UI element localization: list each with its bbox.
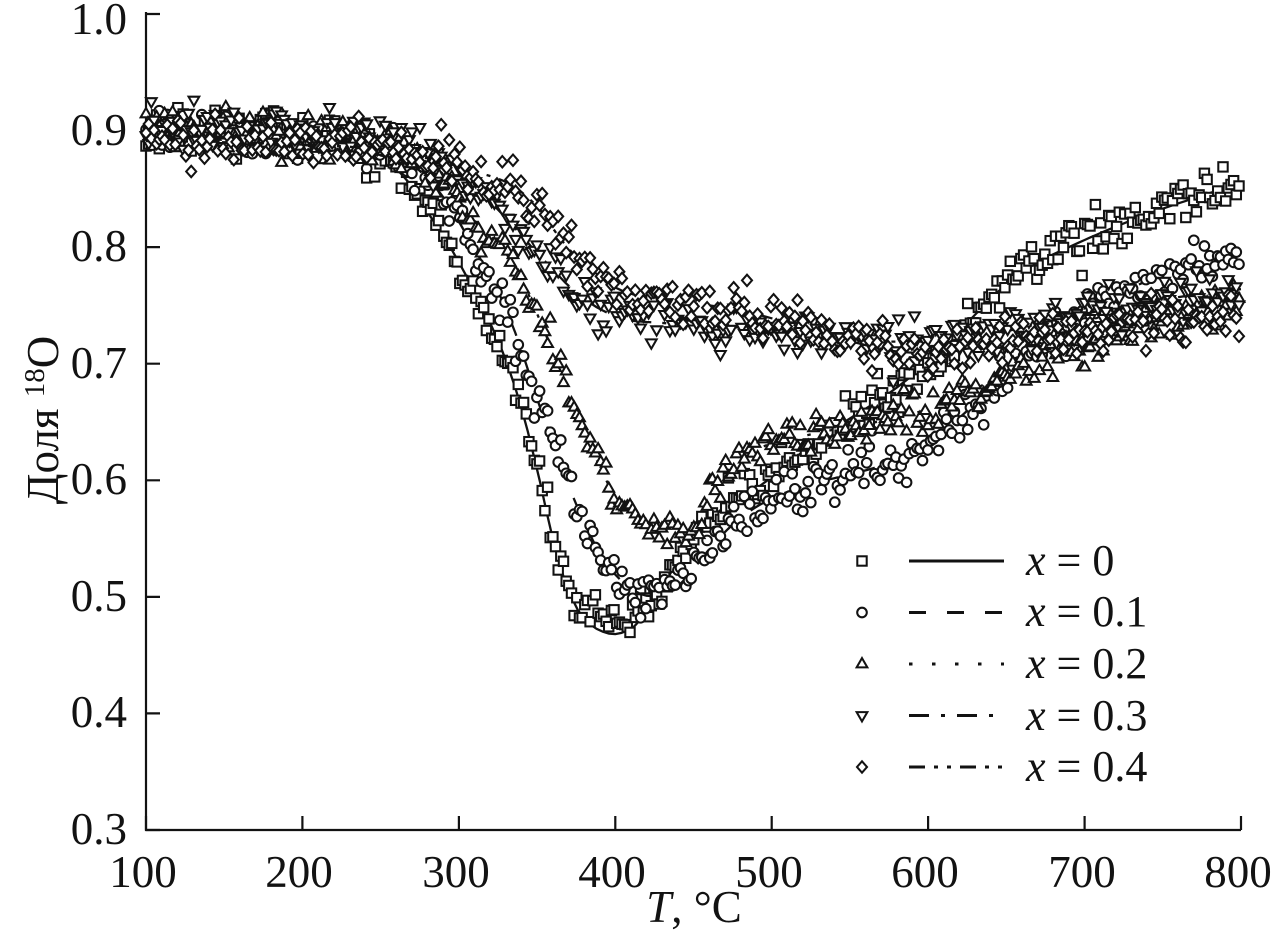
svg-text:0.9: 0.9 — [71, 105, 127, 155]
svg-text:0.3: 0.3 — [71, 804, 127, 854]
svg-text:0.5: 0.5 — [71, 571, 127, 621]
svg-text:x = 0.3: x = 0.3 — [1025, 691, 1147, 740]
svg-text:x = 0.1: x = 0.1 — [1025, 587, 1147, 636]
svg-text:T, °C: T, °C — [646, 882, 742, 932]
svg-text:700: 700 — [1048, 847, 1116, 897]
svg-text:Доля 18O: Доля 18O — [18, 336, 68, 505]
svg-text:300: 300 — [422, 847, 490, 897]
svg-text:x = 0: x = 0 — [1025, 536, 1114, 585]
svg-text:100: 100 — [109, 847, 177, 897]
svg-text:0.6: 0.6 — [71, 454, 127, 504]
svg-text:500: 500 — [735, 847, 803, 897]
svg-text:0.7: 0.7 — [71, 338, 127, 388]
svg-text:200: 200 — [265, 847, 333, 897]
svg-text:x = 0.2: x = 0.2 — [1025, 639, 1147, 688]
svg-text:x = 0.4: x = 0.4 — [1025, 742, 1147, 791]
svg-text:800: 800 — [1204, 847, 1271, 897]
svg-text:400: 400 — [578, 847, 646, 897]
svg-text:1.0: 1.0 — [71, 0, 127, 44]
svg-text:0.4: 0.4 — [71, 687, 127, 737]
svg-text:0.8: 0.8 — [71, 221, 127, 271]
svg-text:600: 600 — [891, 847, 959, 897]
